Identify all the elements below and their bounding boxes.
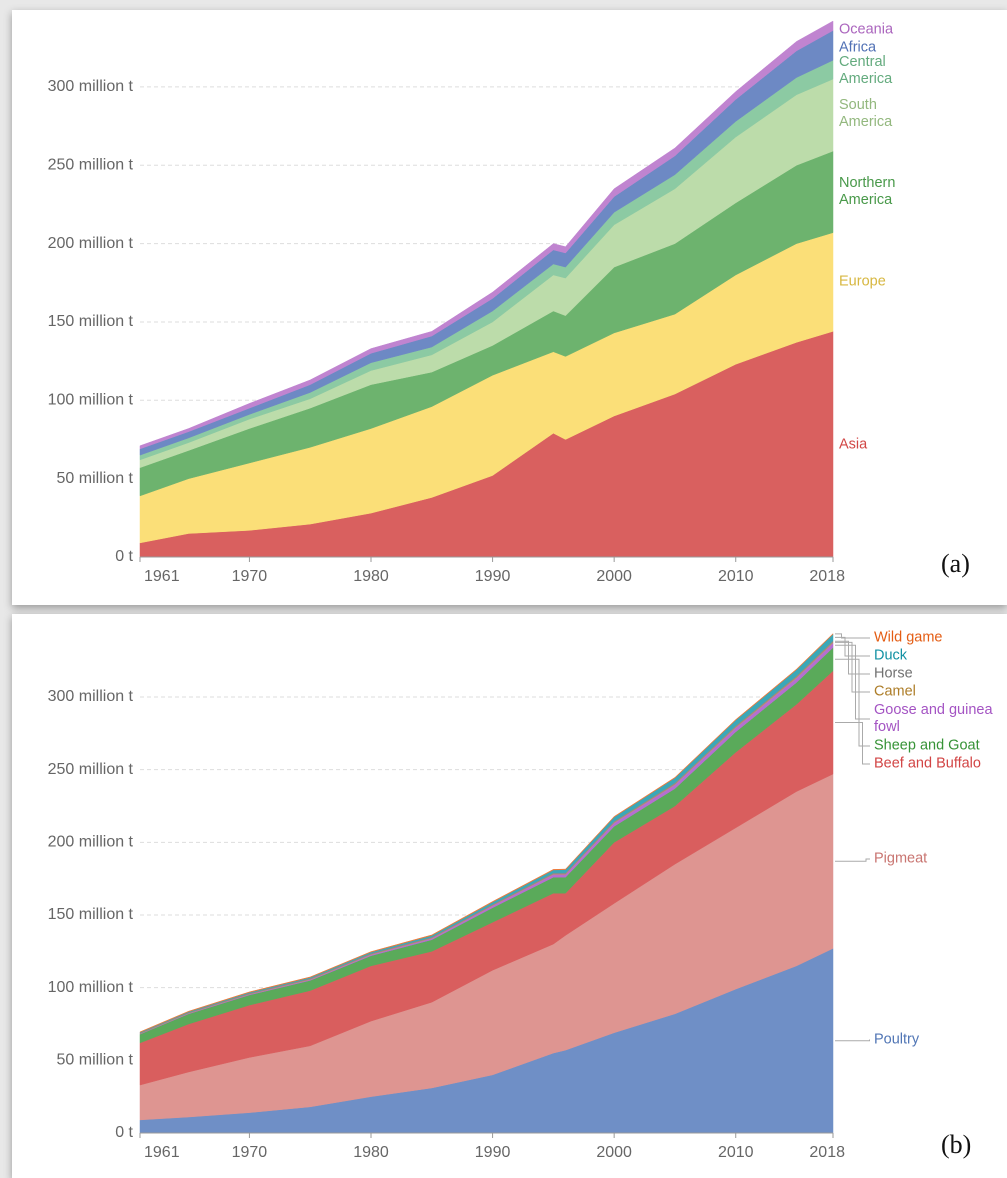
x-tick-label: 2018 bbox=[809, 568, 845, 585]
chart: 0 t 50 million t 100 million t 150 million … bbox=[48, 20, 845, 585]
x-tick-label: 1961 bbox=[144, 568, 180, 585]
y-tick-label: 250 million t bbox=[48, 761, 134, 778]
x-tick-label: 2000 bbox=[596, 1144, 632, 1161]
x-tick-label: 1970 bbox=[232, 568, 268, 585]
x-tick-label: 2018 bbox=[809, 1144, 845, 1161]
series-label: Goose and guinea fowl bbox=[874, 702, 993, 735]
leader-line bbox=[835, 633, 870, 639]
x-tick-label: 2000 bbox=[596, 568, 632, 585]
series-label: Beef and Buffalo bbox=[874, 755, 981, 772]
leader-line bbox=[835, 858, 870, 862]
y-tick-label: 150 million t bbox=[48, 906, 134, 923]
area bbox=[139, 633, 834, 1033]
y-tick-label: 300 million t bbox=[48, 78, 134, 95]
series-label: South America bbox=[839, 97, 893, 130]
series-label: Sheep and Goat bbox=[874, 737, 980, 754]
y-tick-label: 200 million t bbox=[48, 235, 134, 252]
series-label: Horse bbox=[874, 665, 913, 682]
series-label: Camel bbox=[874, 683, 916, 700]
panel-label: (a) bbox=[941, 549, 970, 578]
panel: 0 t 50 million t 100 million t 150 million … bbox=[12, 614, 1007, 1178]
x-tick-label: 1961 bbox=[144, 1144, 180, 1161]
x-tick-label: 1980 bbox=[353, 1144, 389, 1161]
series-label: Oceania bbox=[839, 21, 894, 38]
series-label: Poultry bbox=[874, 1031, 920, 1048]
chart: 0 t 50 million t 100 million t 150 million … bbox=[48, 633, 870, 1161]
y-tick-label: 300 million t bbox=[48, 688, 134, 705]
y-tick-label: 250 million t bbox=[48, 156, 134, 173]
area bbox=[139, 20, 834, 450]
leader-line bbox=[835, 1039, 870, 1042]
y-tick-label: 0 t bbox=[115, 1124, 133, 1141]
series-label: Duck bbox=[874, 647, 908, 664]
y-tick-label: 0 t bbox=[115, 548, 133, 565]
leader-line bbox=[835, 658, 870, 747]
series-label: Central America bbox=[839, 54, 893, 87]
leader-line bbox=[835, 721, 870, 765]
leader-line bbox=[835, 636, 870, 657]
y-tick-label: 100 million t bbox=[48, 392, 134, 409]
y-tick-label: 50 million t bbox=[57, 470, 134, 487]
leader-line bbox=[835, 640, 870, 675]
y-tick-label: 150 million t bbox=[48, 313, 134, 330]
x-tick-label: 1980 bbox=[353, 568, 389, 585]
series-label: Wild game bbox=[874, 629, 943, 646]
y-tick-label: 50 million t bbox=[57, 1052, 134, 1069]
panel-label: (b) bbox=[941, 1130, 972, 1159]
leader-line bbox=[835, 641, 870, 693]
x-tick-label: 2010 bbox=[718, 1144, 754, 1161]
panel: 0 t 50 million t 100 million t 150 million … bbox=[12, 10, 1007, 605]
series-label: Africa bbox=[839, 39, 877, 56]
y-tick-label: 100 million t bbox=[48, 979, 134, 996]
series-label: Europe bbox=[839, 273, 886, 290]
x-tick-label: 2010 bbox=[718, 568, 754, 585]
x-tick-label: 1970 bbox=[232, 1144, 268, 1161]
series-label: Northern America bbox=[839, 175, 896, 208]
x-tick-label: 1990 bbox=[475, 1144, 511, 1161]
y-tick-label: 200 million t bbox=[48, 834, 134, 851]
series-label: Asia bbox=[839, 436, 868, 453]
x-tick-label: 1990 bbox=[475, 568, 511, 585]
series-label: Pigmeat bbox=[874, 850, 928, 867]
